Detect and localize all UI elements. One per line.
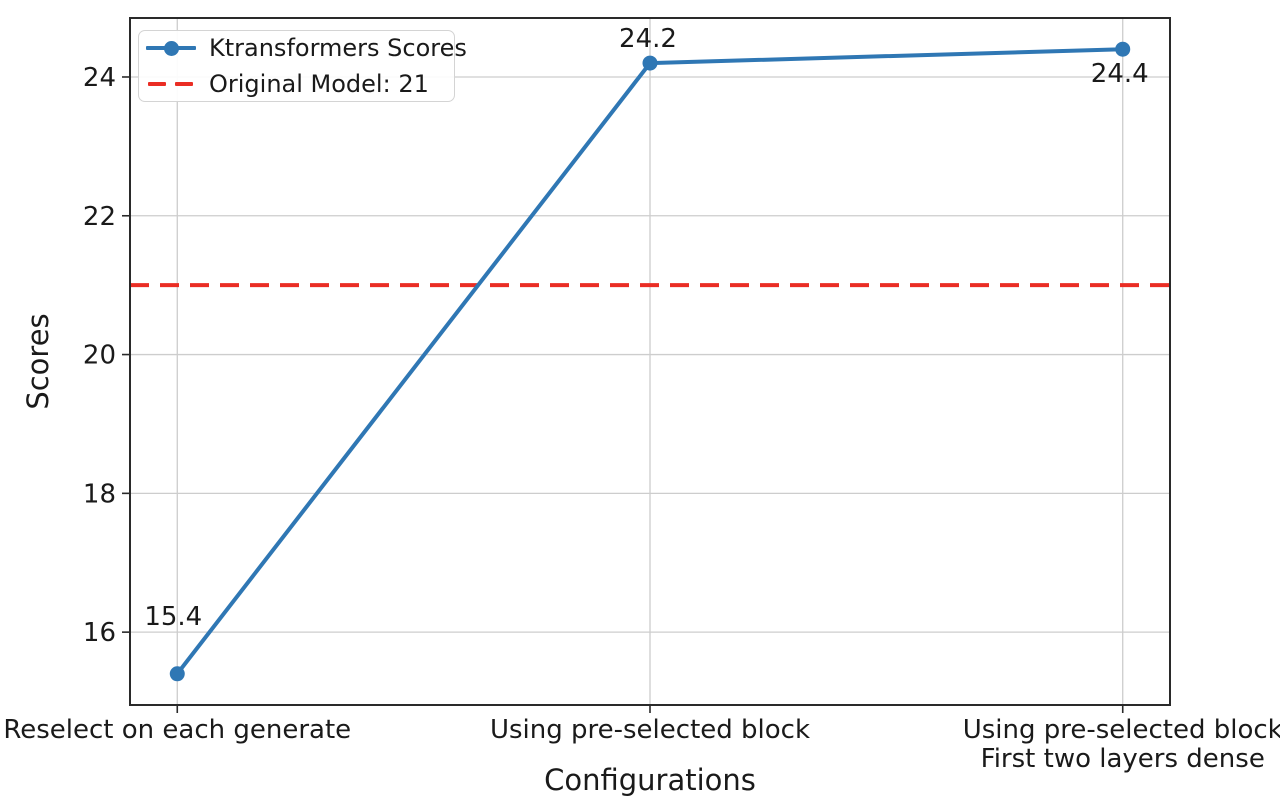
data-point-marker bbox=[642, 55, 658, 71]
legend-dashed-line-icon bbox=[146, 71, 196, 98]
x-tick-label: Reselect on each generate bbox=[3, 715, 351, 745]
x-tick-label: First two layers dense bbox=[981, 744, 1265, 774]
point-value-label: 15.4 bbox=[144, 602, 202, 632]
point-value-label: 24.2 bbox=[619, 24, 677, 54]
legend-line-marker-icon bbox=[146, 35, 196, 62]
y-tick-label: 16 bbox=[83, 618, 116, 648]
legend-label-reference: Original Model: 21 bbox=[209, 69, 429, 98]
legend-entry-original-model: Original Model: 21 bbox=[146, 69, 444, 98]
data-point-marker bbox=[169, 666, 185, 682]
legend-dash-segment bbox=[175, 82, 193, 86]
legend-entry-ktransformers-scores: Ktransformers Scores bbox=[146, 34, 467, 62]
y-axis-title: Scores bbox=[21, 313, 55, 409]
legend: Ktransformers Scores Original Model: 21 bbox=[138, 30, 467, 102]
y-tick-label: 22 bbox=[83, 202, 116, 232]
x-tick-label: Using pre-selected block bbox=[490, 715, 810, 745]
x-tick-label: Using pre-selected block bbox=[963, 715, 1280, 745]
y-tick-label: 18 bbox=[83, 479, 116, 509]
x-axis-title: Configurations bbox=[544, 763, 756, 797]
y-tick-label: 24 bbox=[83, 63, 116, 93]
legend-dash-segment bbox=[148, 82, 166, 86]
legend-label-series: Ktransformers Scores bbox=[209, 33, 467, 62]
data-point-marker bbox=[1115, 41, 1131, 57]
legend-marker-dot-icon bbox=[163, 40, 179, 56]
point-value-label: 24.4 bbox=[1091, 59, 1149, 89]
y-tick-label: 20 bbox=[83, 341, 116, 371]
